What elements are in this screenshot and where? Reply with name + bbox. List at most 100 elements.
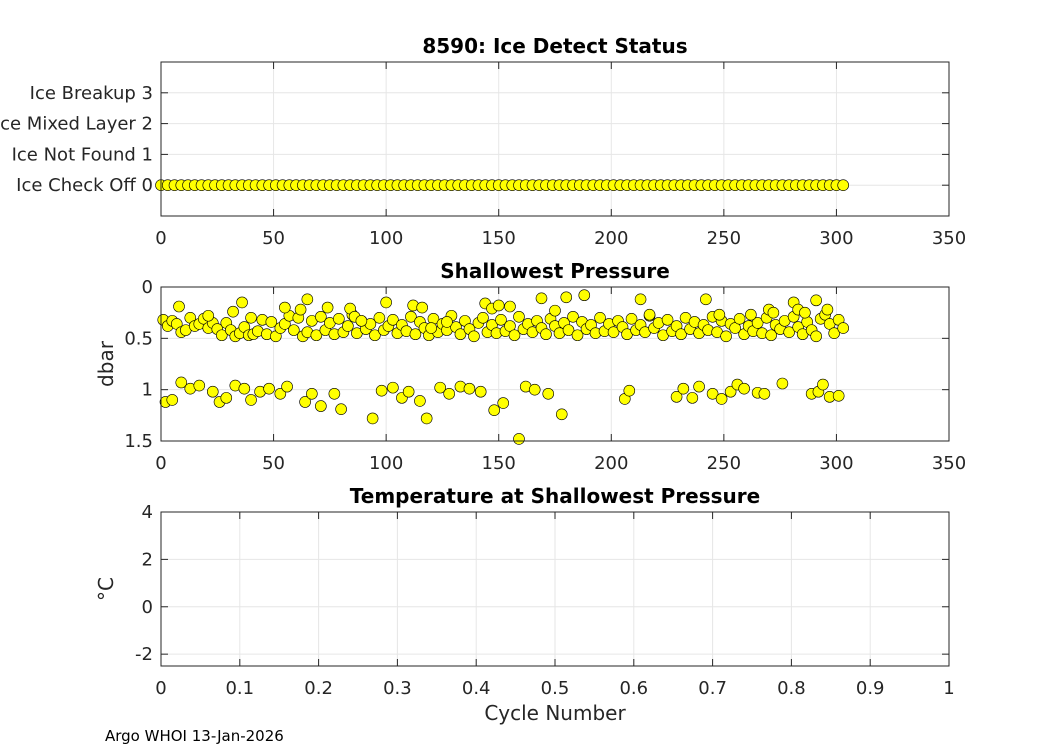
footer-text: Argo WHOI 13-Jan-2026 (105, 727, 284, 745)
data-point (474, 385, 487, 398)
chart-title: Temperature at Shallowest Pressure (350, 484, 760, 508)
x-tick-label: 0.5 (541, 678, 570, 699)
x-tick-label: 250 (707, 228, 741, 249)
data-point (443, 387, 455, 400)
data-point (288, 324, 300, 336)
y-tick-label: Ice Not Found 1 (12, 144, 153, 165)
data-point (492, 299, 505, 312)
data-point (416, 301, 428, 314)
data-point (420, 412, 433, 425)
data-point (414, 395, 426, 407)
axes-ice-detect-status: 0 50 100 150 200 250 300 350 Ice Check Off 0 Ice … (0, 34, 966, 249)
plot-area (161, 62, 949, 216)
axes-frame (160, 286, 950, 442)
x-tick-label: 350 (932, 453, 966, 474)
data-point (488, 404, 501, 417)
data-point (700, 293, 712, 306)
x-tick-label: 0.2 (304, 678, 333, 699)
data-point (380, 296, 392, 309)
x-tick-label: 50 (262, 228, 285, 249)
data-point (236, 296, 248, 309)
y-tick-label: 0.5 (124, 328, 153, 349)
data-point (767, 306, 780, 319)
data-point (310, 329, 323, 342)
data-point (504, 320, 516, 332)
data-point (729, 322, 741, 334)
data-point (504, 300, 516, 313)
y-tick-label: Ice Mixed Layer 2 (0, 114, 153, 135)
x-tick-label: 0.8 (777, 678, 806, 699)
y-tick-label: Ice Check Off 0 (16, 175, 153, 196)
x-tick-label: 0.7 (698, 678, 727, 699)
x-tick-label: 0.4 (462, 678, 491, 699)
data-point (686, 392, 699, 404)
data-point (661, 314, 674, 326)
data-point (677, 382, 690, 395)
data-point (495, 314, 507, 326)
data-point (810, 294, 822, 307)
data-point (675, 328, 687, 341)
data-points (155, 179, 849, 191)
data-point (828, 327, 840, 340)
y-tick-label: 0 (142, 597, 153, 618)
y-tick-label: 0 (142, 277, 153, 298)
data-point (405, 310, 417, 323)
data-point (776, 377, 789, 390)
data-point (578, 289, 591, 302)
data-point (315, 310, 327, 323)
data-point (274, 387, 287, 400)
data-point (281, 380, 293, 393)
x-tick-label: 200 (594, 453, 628, 474)
data-point (513, 433, 525, 445)
data-point (693, 380, 705, 393)
x-tick-label: 0.1 (225, 678, 254, 699)
x-tick-label: 0 (155, 228, 166, 249)
axes-frame (160, 61, 950, 217)
data-point (387, 381, 399, 394)
data-point (342, 320, 354, 332)
data-point (477, 311, 489, 324)
chart-title: 8590: Ice Detect Status (422, 34, 687, 58)
data-point (454, 328, 467, 341)
data-point (535, 292, 548, 305)
x-tick-label: 100 (369, 453, 403, 474)
data-point (301, 293, 314, 306)
data-point (333, 313, 345, 325)
data-point (468, 330, 480, 343)
x-tick-label: 0.3 (383, 678, 412, 699)
x-tick-label: 1 (943, 678, 954, 699)
y-tick-label: -2 (135, 644, 153, 665)
x-tick-label: 150 (482, 453, 516, 474)
data-point (751, 317, 764, 329)
data-point (355, 315, 368, 327)
data-point (202, 309, 215, 322)
data-point (634, 293, 647, 306)
data-point (238, 382, 251, 395)
data-point (366, 412, 379, 425)
data-point (643, 308, 656, 321)
data-point (560, 291, 573, 304)
data-point (567, 310, 579, 323)
data-point (837, 322, 849, 334)
data-point (306, 387, 318, 400)
data-point (227, 305, 239, 318)
y-tick-label: Ice Breakup 3 (30, 83, 153, 104)
data-point (265, 316, 278, 328)
data-point (542, 387, 555, 400)
chart-title: Shallowest Pressure (440, 259, 670, 283)
axes-frame (160, 511, 950, 667)
x-tick-label: 100 (369, 228, 403, 249)
data-point (837, 179, 849, 191)
data-point (315, 400, 327, 412)
data-point (715, 393, 728, 405)
y-axis-label: dbar (94, 340, 118, 387)
data-points (157, 289, 849, 445)
data-point (263, 382, 275, 395)
data-point (745, 308, 757, 321)
data-point (425, 322, 437, 334)
data-point (245, 394, 257, 406)
data-point (799, 306, 811, 319)
data-point (175, 376, 188, 389)
data-point (369, 329, 381, 342)
x-axis-label: Cycle Number (484, 701, 626, 725)
